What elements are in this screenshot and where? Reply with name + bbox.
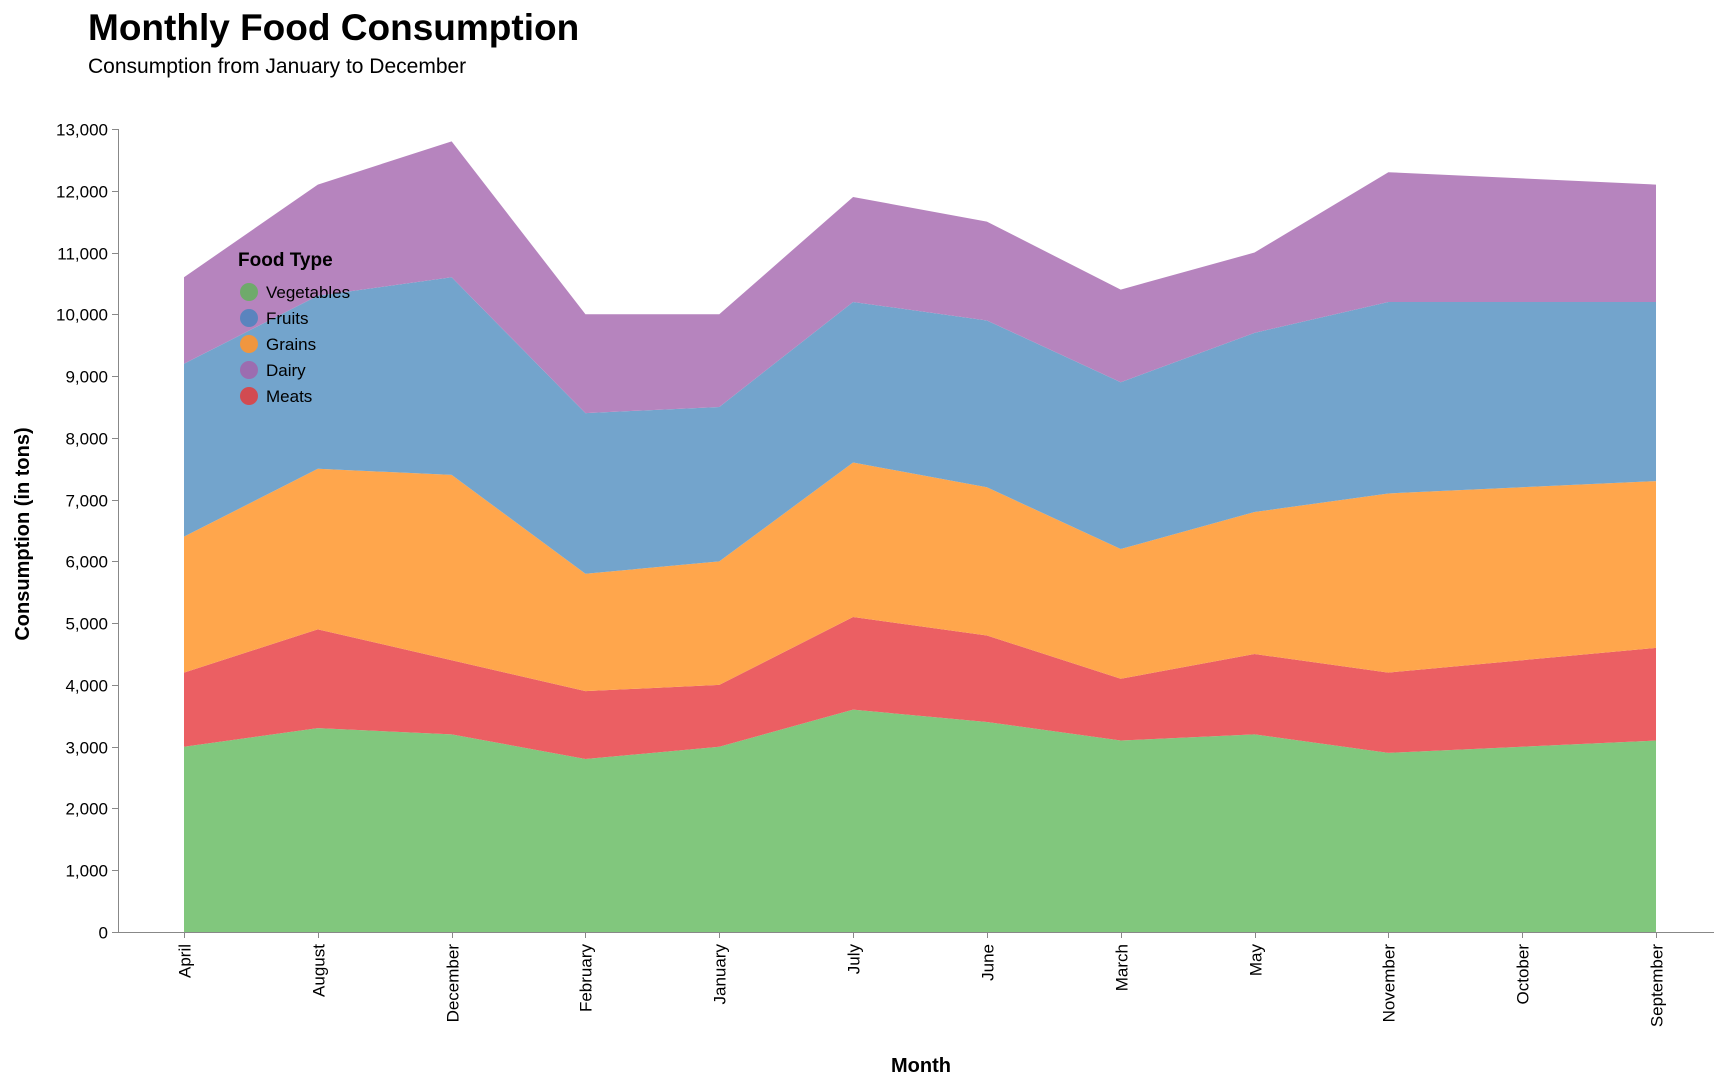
area-dairy (184, 141, 1656, 414)
legend-label-grains: Grains (266, 335, 316, 354)
x-axis-title: Month (891, 1055, 951, 1077)
legend-swatch-meats (240, 387, 258, 405)
y-tick-label: 13,000 (56, 121, 108, 140)
y-axis: 0 1,000 2,000 3,000 4,000 5,000 6,000 7,000 8,00… (56, 121, 119, 943)
legend-swatch-vegetables (240, 283, 258, 301)
legend-label-vegetables: Vegetables (266, 283, 350, 302)
legend-swatch-grains (240, 335, 258, 353)
x-tick-label: September (1648, 944, 1667, 1027)
y-tick-label: 7,000 (65, 492, 108, 511)
area-vegetables (184, 709, 1656, 932)
y-tick-label: 4,000 (65, 677, 108, 696)
area-fruits (184, 277, 1656, 574)
x-tick-label: November (1380, 944, 1399, 1023)
y-tick-label: 8,000 (65, 430, 108, 449)
area-meats (184, 616, 1656, 760)
y-tick-label: 2,000 (65, 800, 108, 819)
x-tick-label: January (711, 944, 730, 1005)
legend-swatch-dairy (240, 361, 258, 379)
chart-title: Monthly Food Consumption (88, 7, 579, 48)
x-tick-label: March (1113, 944, 1132, 991)
legend: Food Type Vegetables Fruits Grains Dairy Mea… (238, 250, 350, 406)
chart-subtitle: Consumption from January to December (88, 55, 466, 78)
legend-label-meats: Meats (266, 387, 312, 406)
y-tick-label: 6,000 (65, 553, 108, 572)
y-tick-label: 0 (99, 924, 108, 943)
y-axis-title: Consumption (in tons) (12, 427, 34, 640)
x-tick-label: June (979, 944, 998, 981)
x-axis: April August December February January July Ju… (118, 932, 1714, 1027)
y-tick-label: 11,000 (57, 245, 108, 264)
x-tick-label: July (845, 944, 864, 975)
stacked-areas (184, 141, 1656, 932)
x-tick-label: December (444, 944, 463, 1023)
legend-label-fruits: Fruits (266, 309, 309, 328)
legend-label-dairy: Dairy (266, 361, 306, 380)
x-tick-label: April (176, 944, 195, 978)
x-tick-label: May (1247, 944, 1266, 977)
x-tick-label: October (1514, 944, 1533, 1005)
legend-swatch-fruits (240, 309, 258, 327)
legend-title: Food Type (238, 250, 333, 271)
y-tick-label: 12,000 (56, 183, 108, 202)
y-tick-label: 3,000 (65, 739, 108, 758)
y-tick-label: 1,000 (65, 862, 108, 881)
y-tick-label: 10,000 (56, 306, 108, 325)
area-grains (184, 462, 1656, 692)
x-tick-label: August (310, 944, 329, 997)
x-tick-label: February (577, 944, 596, 1013)
y-tick-label: 5,000 (65, 615, 108, 634)
y-tick-label: 9,000 (65, 368, 108, 387)
